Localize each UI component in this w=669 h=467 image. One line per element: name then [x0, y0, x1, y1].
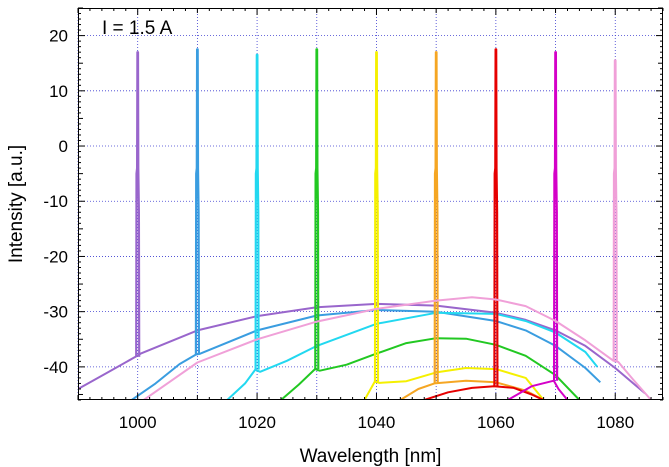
axis-ticks — [77, 7, 664, 401]
plot-frame — [78, 8, 663, 400]
laser-peak — [194, 48, 200, 355]
spectrum-curve — [280, 337, 581, 400]
y-tick-label: -30 — [43, 303, 68, 322]
y-tick-label: 0 — [59, 137, 68, 156]
x-axis-title: Wavelength [nm] — [300, 446, 442, 467]
y-axis-title: Intensity [a.u.] — [6, 145, 27, 263]
spectrum-curve — [131, 309, 601, 400]
laser-peak — [612, 59, 618, 361]
series-1080 — [143, 59, 652, 400]
series-1040 — [363, 51, 545, 400]
laser-peak — [135, 51, 141, 357]
spectrum-curve — [423, 385, 545, 400]
spectrum-curve — [226, 311, 599, 400]
laser-peak — [433, 51, 439, 384]
spectrum-curve — [507, 379, 569, 400]
y-tick-label: 20 — [49, 27, 68, 46]
series-layer — [78, 48, 652, 400]
y-tick-label: -40 — [43, 358, 68, 377]
x-tick-label: 1040 — [358, 413, 396, 432]
x-tick-label: 1000 — [119, 413, 157, 432]
current-annotation: I = 1.5 A — [102, 18, 173, 39]
spectrum-curve — [143, 296, 652, 400]
laser-peak — [552, 51, 559, 381]
series-1020 — [226, 53, 599, 400]
laser-peak — [373, 51, 380, 382]
y-tick-label: -10 — [43, 192, 68, 211]
series-1000 — [78, 51, 646, 395]
x-tick-label: 1060 — [477, 413, 515, 432]
y-tick-label: -20 — [43, 247, 68, 266]
series-1030 — [280, 48, 581, 400]
x-tick-label: 1080 — [596, 413, 634, 432]
series-1010 — [131, 48, 601, 400]
laser-peak — [314, 48, 320, 370]
y-tick-label: 10 — [49, 82, 68, 101]
laser-peak — [254, 53, 260, 370]
spectrum-curve — [363, 367, 545, 400]
series-1070 — [507, 51, 569, 400]
laser-peak — [493, 48, 499, 387]
x-tick-label: 1020 — [238, 413, 276, 432]
series-1060 — [423, 48, 545, 400]
